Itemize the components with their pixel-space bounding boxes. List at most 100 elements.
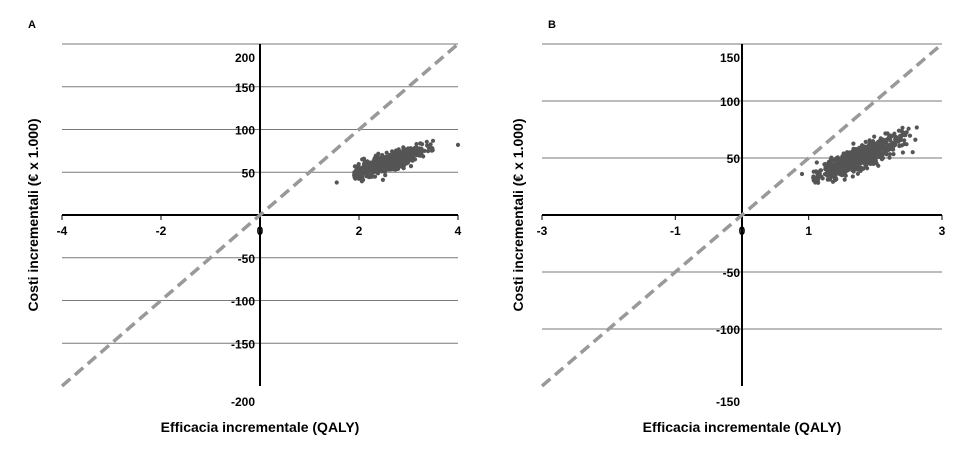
- scatter-point: [799, 171, 805, 177]
- scatter-point: [419, 152, 424, 157]
- y-tick-label: 100: [235, 124, 255, 138]
- scatter-point: [838, 172, 844, 177]
- scatter-point: [389, 162, 395, 167]
- scatter-point: [382, 167, 387, 172]
- scatter-point: [856, 154, 861, 159]
- scatter-point: [359, 172, 364, 177]
- y-tick-label: -150: [231, 337, 255, 351]
- scatter-point: [393, 156, 398, 161]
- scatter-point: [361, 156, 367, 161]
- scatter-point: [904, 142, 909, 147]
- scatter-point: [827, 177, 833, 182]
- y-tick-label: -100: [716, 323, 740, 337]
- scatter-point: [887, 152, 893, 157]
- chart-panel-b: B -3 -1 0 1 3 150 100 50 -50 -100 -150 Efficacia inc…: [510, 19, 946, 435]
- scatter-point: [910, 150, 915, 155]
- scatter-point: [896, 139, 901, 144]
- scatter-point: [907, 133, 913, 138]
- scatter-point: [334, 180, 339, 185]
- scatter-point: [863, 152, 869, 157]
- threshold-dashed-line: [540, 42, 944, 388]
- scatter-point: [900, 150, 906, 155]
- scatter-point: [902, 138, 907, 143]
- scatter-point: [842, 177, 847, 182]
- scatter-point: [361, 164, 366, 169]
- scatter-point: [872, 134, 877, 139]
- scatter-point: [426, 145, 431, 150]
- scatter-point: [822, 172, 828, 177]
- scatter-point: [355, 168, 360, 174]
- scatter-point: [888, 138, 893, 143]
- scatter-point: [881, 144, 886, 149]
- scatter-point: [865, 166, 870, 171]
- scatter-point: [870, 139, 876, 144]
- scatter-point: [891, 152, 896, 157]
- scatter-point: [913, 137, 918, 142]
- scatter-point: [360, 168, 365, 173]
- scatter-point: [849, 164, 854, 169]
- chart-panel-a: A -4 -2 0 2 4 200 150 100 50 -50 -100 -150 -200 Effica…: [25, 19, 462, 435]
- threshold-dashed-line: [60, 42, 460, 388]
- x-tick-label: -4: [57, 224, 68, 238]
- scatter-point: [887, 145, 893, 151]
- scatter-point: [914, 125, 919, 130]
- x-axis-title: Efficacia incrementale (QALY): [161, 419, 360, 435]
- scatter-point: [380, 177, 385, 182]
- scatter-point: [410, 153, 415, 158]
- scatter-point: [855, 171, 861, 176]
- scatter-point: [383, 173, 388, 178]
- scatter-point: [840, 154, 845, 159]
- y-tick-label: 50: [242, 166, 256, 180]
- scatter-point: [404, 155, 409, 160]
- scatter-point: [906, 126, 911, 131]
- y-tick-label: 100: [720, 95, 740, 109]
- scatter-point: [860, 153, 865, 158]
- scatter-point: [815, 170, 820, 175]
- y-tick-label: 200: [235, 51, 255, 65]
- scatter-point: [828, 157, 833, 162]
- scatter-point: [369, 174, 374, 179]
- scatter-point: [891, 147, 896, 152]
- scatter-point: [363, 170, 368, 175]
- panel-label: A: [28, 19, 36, 31]
- scatter-point: [365, 159, 370, 164]
- scatter-point: [377, 155, 382, 160]
- scatter-point: [899, 143, 905, 148]
- scatter-points: [799, 125, 919, 185]
- scatter-point: [877, 154, 882, 160]
- scatter-point: [354, 175, 359, 180]
- scatter-point: [826, 165, 831, 170]
- scatter-point: [859, 165, 864, 170]
- scatter-point: [841, 162, 846, 167]
- x-tick-label: 1: [805, 224, 812, 238]
- scatter-point: [863, 139, 868, 144]
- y-tick-label: 50: [727, 152, 741, 166]
- scatter-point: [832, 162, 838, 167]
- scatter-point: [380, 157, 385, 162]
- scatter-point: [424, 139, 429, 144]
- scatter-point: [881, 137, 886, 142]
- scatter-point: [903, 132, 908, 137]
- scatter-point: [814, 176, 819, 181]
- scatter-point: [845, 160, 850, 165]
- scatter-point: [410, 158, 415, 163]
- x-tick-label: 0: [739, 224, 746, 238]
- panel-label: B: [548, 19, 556, 31]
- scatter-point: [403, 147, 408, 152]
- x-tick-label: -3: [537, 224, 548, 238]
- scatter-point: [888, 133, 893, 138]
- scatter-point: [877, 151, 882, 156]
- scatter-point: [811, 169, 816, 174]
- scatter-point: [900, 125, 905, 130]
- scatter-point: [413, 149, 418, 154]
- scatter-point: [855, 163, 861, 168]
- scatter-point: [820, 176, 825, 181]
- x-tick-label: 2: [356, 224, 363, 238]
- scatter-point: [828, 161, 833, 166]
- scatter-point: [882, 151, 887, 156]
- y-tick-label: 150: [720, 51, 740, 65]
- scatter-point: [818, 168, 823, 173]
- scatter-point: [868, 148, 873, 153]
- scatter-point: [384, 150, 389, 155]
